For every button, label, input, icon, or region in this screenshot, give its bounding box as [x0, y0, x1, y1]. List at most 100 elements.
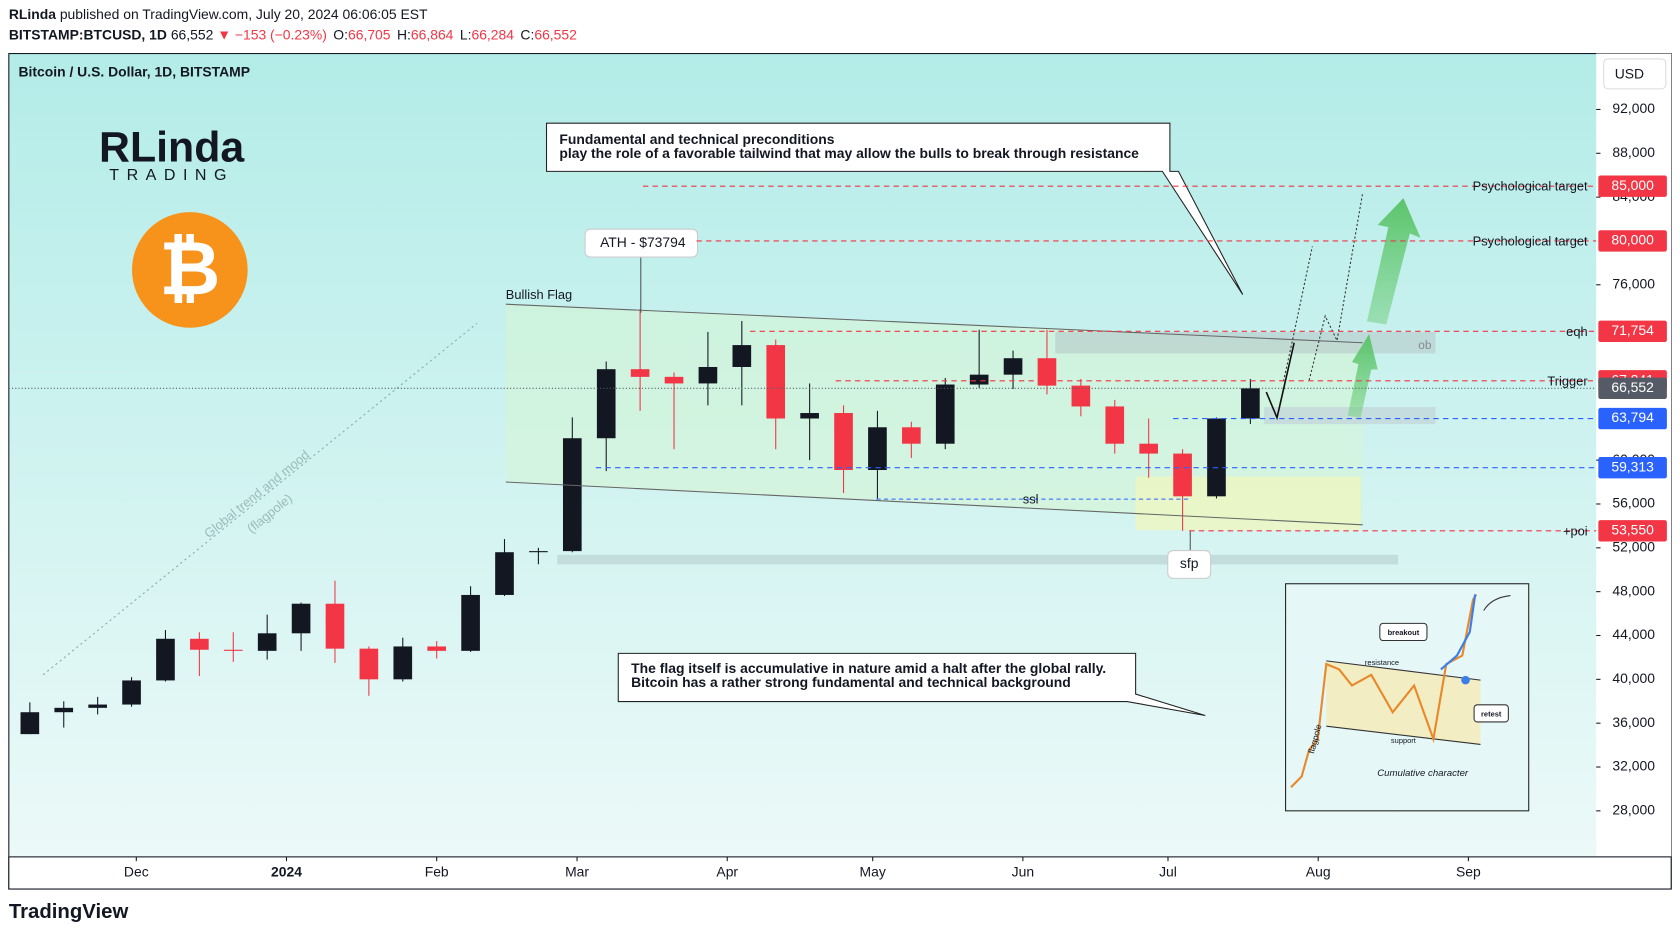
logo-name: RLinda — [99, 123, 245, 171]
candle-body — [54, 707, 74, 713]
ath-label: ATH - $73794 — [600, 234, 686, 250]
candle-body — [461, 594, 480, 651]
drawings — [42, 122, 1421, 717]
candle-body — [427, 646, 447, 651]
flag-label: Bullish Flag — [506, 287, 572, 302]
inset-retest-dot — [1461, 675, 1470, 685]
candle-body — [1241, 388, 1260, 419]
callout-bottom — [617, 652, 1206, 717]
inset-label: retest — [1481, 709, 1502, 718]
ticker-line: BITSTAMP:BTCUSD, 1D 66,552 ▼ −153 (−0.23… — [9, 26, 577, 42]
candle-body — [935, 384, 955, 444]
candle-body — [257, 633, 277, 651]
y-tick-label: 56,000 — [1612, 495, 1655, 511]
ohlc-value: 66,864 — [411, 26, 454, 42]
candle-body — [630, 369, 650, 377]
callout-bottom-line: Bitcoin has a rather strong fundamental … — [631, 674, 1071, 690]
callout-top-line: play the role of a favorable tailwind th… — [559, 145, 1139, 161]
ob-label: ob — [1418, 339, 1432, 352]
y-tick-label: 28,000 — [1612, 802, 1655, 818]
path-dotted-1 — [1282, 246, 1313, 382]
candle-body — [1037, 358, 1057, 386]
ohlc: O:66,705 H:66,864 L:66,284 C:66,552 — [333, 26, 577, 42]
candle-body — [969, 374, 989, 385]
callout-bottom-line: The flag itself is accumulative in natur… — [631, 660, 1106, 676]
time-axis — [8, 856, 1672, 890]
candle-body — [664, 376, 684, 384]
level-name: Trigger — [1547, 373, 1588, 388]
x-tick-label: Sep — [1456, 864, 1481, 880]
level-value: 71,754 — [1611, 322, 1654, 338]
chart-title: Bitcoin / U.S. Dollar, 1D, BITSTAMP — [18, 64, 250, 80]
poi-zone — [1135, 476, 1361, 531]
ticker: BITSTAMP:BTCUSD, 1D — [9, 26, 167, 42]
bitcoin-icon — [132, 212, 248, 328]
candle-body — [190, 638, 209, 650]
x-tick-label: Jul — [1159, 864, 1177, 880]
level-value: 66,552 — [1611, 379, 1654, 395]
path-arrow — [1265, 342, 1295, 421]
sfp-box — [1167, 550, 1212, 579]
candle-body — [291, 603, 311, 634]
level-value: 80,000 — [1611, 232, 1654, 248]
y-tick-label: 44,000 — [1612, 626, 1655, 642]
currency: USD — [1615, 66, 1644, 82]
y-tick-label: 52,000 — [1612, 538, 1655, 554]
inset-retest-box — [1473, 704, 1509, 723]
x-tick-label: Aug — [1306, 864, 1331, 880]
level-name: +poi — [1563, 523, 1588, 538]
candle-body — [1139, 443, 1158, 454]
level-tag — [1598, 456, 1667, 479]
green-arrow-1 — [1347, 334, 1378, 418]
candle-body — [834, 413, 853, 471]
change: ▼ −153 (−0.23%) — [217, 26, 327, 42]
ohlc-key: L: — [460, 26, 472, 42]
flag-upper — [505, 303, 1363, 344]
inset-price — [1290, 593, 1478, 789]
candle-body — [766, 345, 786, 419]
level-tag — [1598, 520, 1667, 542]
callout-top — [545, 122, 1244, 295]
candle-body — [393, 646, 413, 680]
candle-body — [223, 649, 243, 651]
bitcoin-symbol: ₿ — [159, 226, 220, 310]
x-tick-label: May — [860, 864, 886, 880]
level-name: Psychological target — [1473, 233, 1588, 248]
candle-body — [1105, 406, 1125, 444]
trend-line — [42, 323, 478, 676]
y-tick-label: 48,000 — [1612, 582, 1655, 598]
publisher: RLinda — [9, 6, 56, 22]
level-name: eqh — [1566, 324, 1587, 339]
candle-body — [88, 704, 107, 708]
candle-body — [156, 638, 175, 681]
y-tick-label: 40,000 — [1612, 670, 1655, 686]
inset-label: support — [1391, 736, 1417, 745]
inset-label: breakout — [1388, 628, 1420, 637]
x-tick-label: Jun — [1012, 864, 1034, 880]
x-tick-label: Dec — [124, 864, 149, 880]
level-value: 63,794 — [1611, 409, 1654, 425]
ohlc-value: 66,705 — [348, 26, 391, 42]
published: published on TradingView.com, July 20, 2… — [60, 6, 428, 22]
inset-support — [1326, 725, 1481, 745]
x-tick-label: Mar — [565, 864, 589, 880]
currency-box — [1603, 58, 1667, 90]
callout-top-line: Fundamental and technical preconditions — [559, 131, 834, 147]
footer-brand: TradingView — [9, 901, 129, 923]
x-tick-label: Feb — [425, 864, 449, 880]
inset: breakout resistance retest flagpole supp… — [1285, 583, 1530, 812]
inset-resistance — [1326, 660, 1481, 681]
candle-body — [732, 345, 752, 367]
candle-body — [495, 552, 514, 595]
inset-label: Cumulative character — [1377, 768, 1469, 779]
candle-body — [902, 427, 921, 444]
candle-body — [596, 369, 616, 439]
candle-body — [20, 712, 40, 735]
y-tick-label: 92,000 — [1612, 100, 1655, 116]
sfp-label: sfp — [1180, 555, 1199, 571]
level-tag — [1598, 320, 1667, 343]
candle-body — [325, 603, 345, 649]
inset-label: resistance — [1365, 658, 1399, 667]
candle-body — [529, 551, 548, 553]
